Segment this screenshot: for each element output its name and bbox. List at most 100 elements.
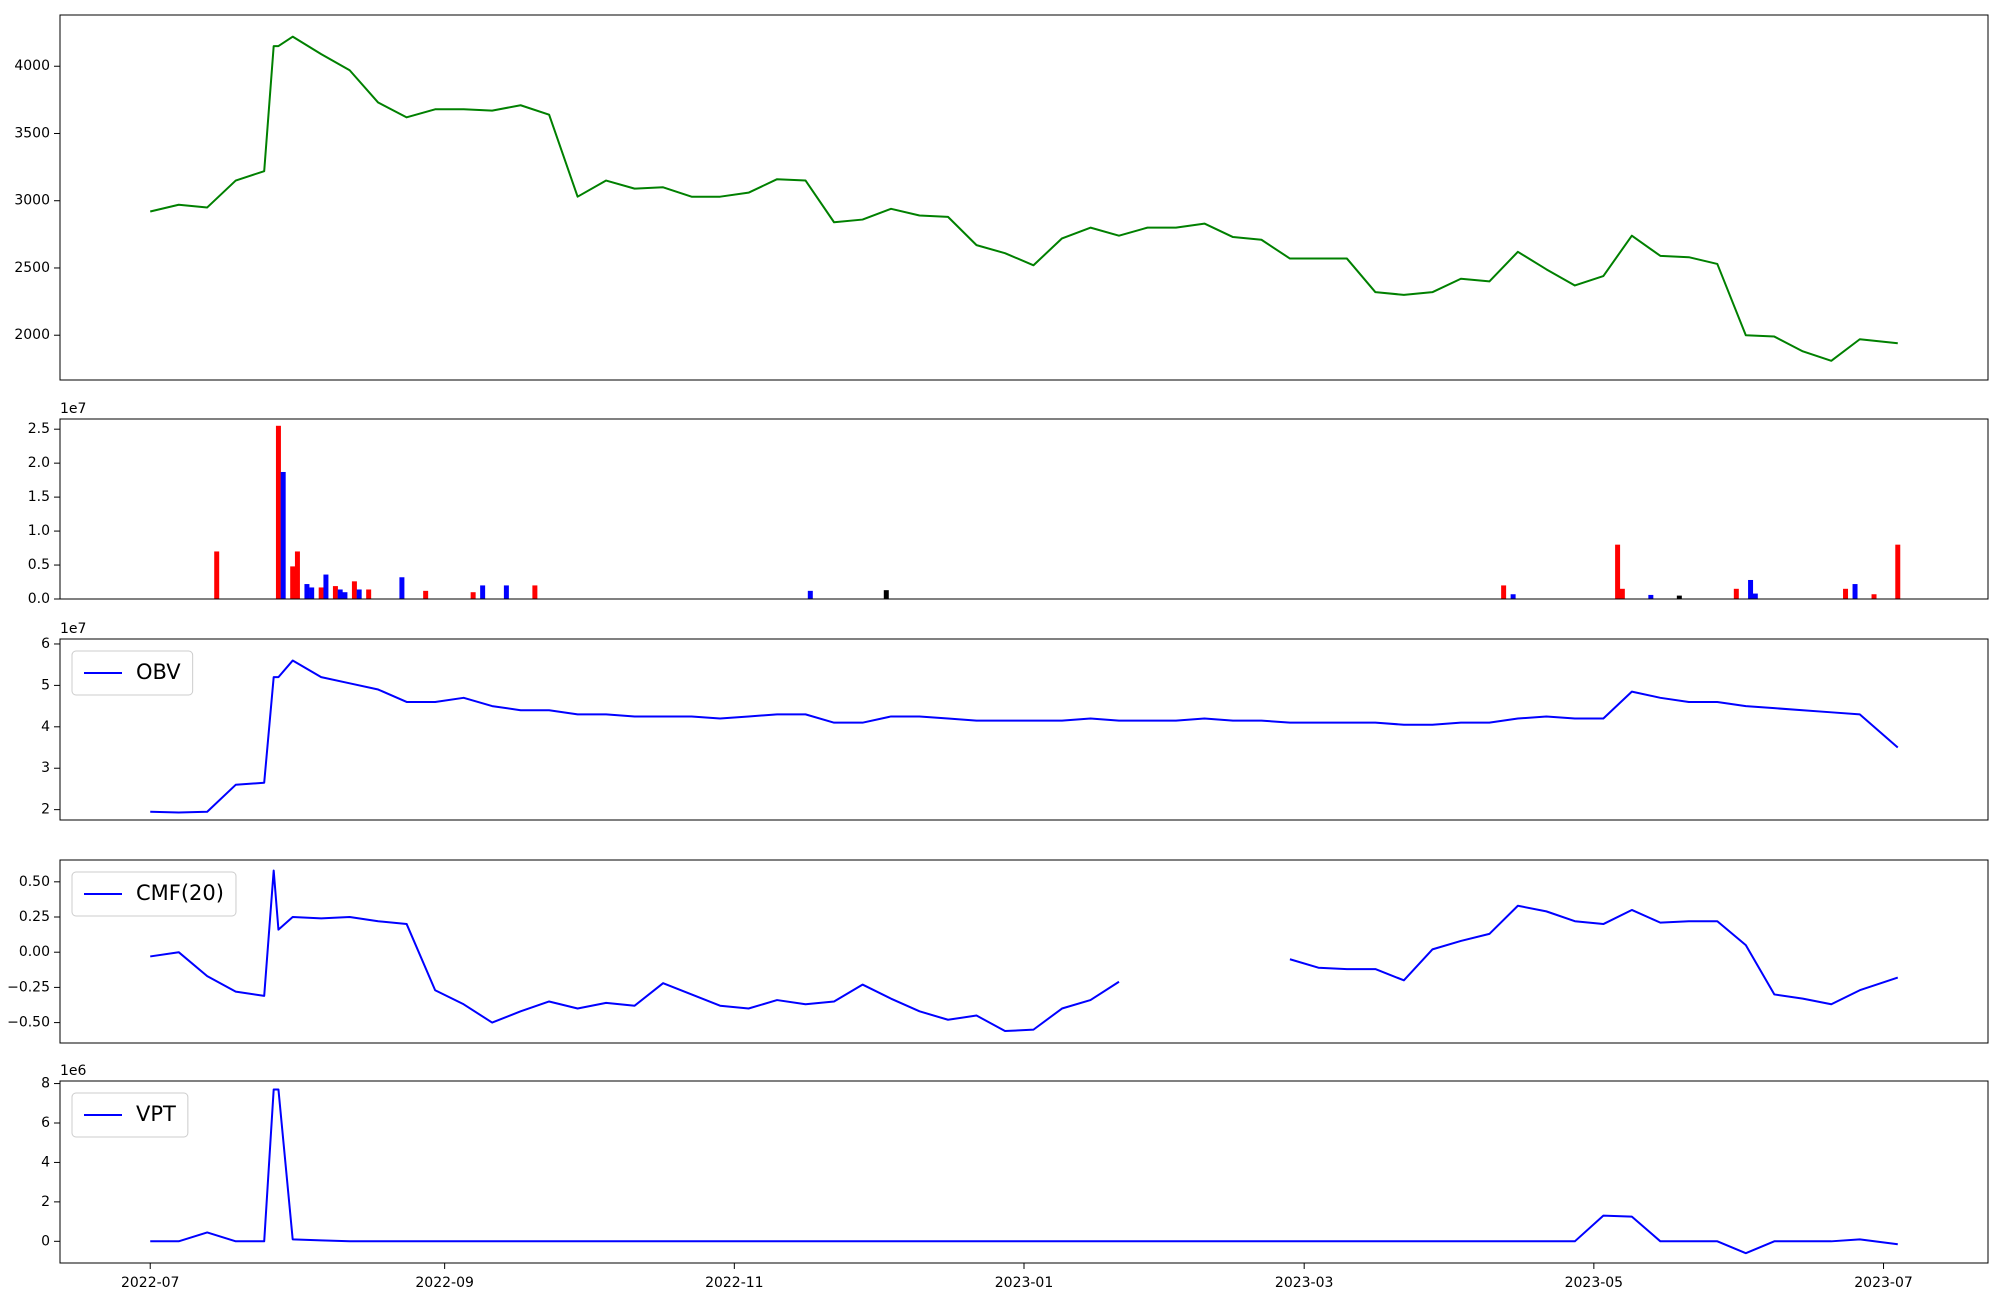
panel: 0.0 0.5 1.0 1.5 2.0 2.5 1e7 bbox=[28, 401, 1989, 607]
y-tick-label: −0.50 bbox=[7, 1015, 50, 1031]
legend-box bbox=[71, 650, 194, 696]
bar bbox=[1676, 595, 1682, 599]
bar bbox=[275, 425, 281, 599]
bar bbox=[356, 589, 362, 599]
bar bbox=[423, 590, 429, 599]
legend: VPT bbox=[71, 1092, 189, 1138]
y-tick-label: 4 bbox=[41, 719, 50, 735]
x-tick-label: 2022-09 bbox=[415, 1275, 474, 1291]
y-tick-label: 0.25 bbox=[19, 909, 50, 925]
bar bbox=[323, 574, 329, 599]
bar bbox=[807, 590, 813, 599]
y-tick-label: 0.0 bbox=[28, 591, 50, 607]
x-tick-label: 2022-07 bbox=[121, 1275, 180, 1291]
axes-frame bbox=[59, 859, 1989, 1044]
bar bbox=[294, 551, 300, 599]
bar bbox=[399, 577, 405, 599]
plot-area bbox=[214, 425, 1901, 599]
bar bbox=[1619, 588, 1625, 599]
legend: OBV bbox=[71, 650, 194, 696]
bar bbox=[342, 592, 348, 599]
bar bbox=[1871, 594, 1877, 599]
bar bbox=[1843, 588, 1849, 599]
data-line bbox=[150, 869, 1899, 1033]
y-tick-label: 2500 bbox=[14, 260, 50, 276]
bar bbox=[883, 590, 889, 599]
x-tick-label: 2023-01 bbox=[995, 1275, 1054, 1291]
x-tick-label: 2023-05 bbox=[1565, 1275, 1624, 1291]
legend: CMF(20) bbox=[71, 871, 237, 917]
bar bbox=[1748, 579, 1754, 599]
y-tick-label: 2.0 bbox=[28, 455, 50, 471]
bar bbox=[309, 587, 315, 599]
legend-label: CMF(20) bbox=[136, 881, 224, 905]
bar bbox=[1852, 584, 1858, 599]
bar bbox=[470, 592, 476, 599]
legend-box bbox=[71, 1092, 189, 1138]
plot-area bbox=[150, 869, 1899, 1033]
bar bbox=[1501, 585, 1507, 599]
offset-text: 1e7 bbox=[60, 401, 86, 417]
axes-frame bbox=[59, 1080, 1989, 1264]
bar bbox=[332, 586, 338, 599]
y-tick-label: 0 bbox=[41, 1233, 50, 1249]
bar bbox=[532, 585, 538, 599]
bar bbox=[280, 471, 286, 599]
bar bbox=[214, 551, 220, 599]
bar bbox=[318, 587, 324, 599]
bar bbox=[366, 589, 372, 599]
y-tick-label: 6 bbox=[41, 1115, 50, 1131]
bar bbox=[304, 584, 310, 599]
y-tick-label: 8 bbox=[41, 1076, 50, 1092]
bar bbox=[1648, 594, 1654, 599]
axes-frame bbox=[59, 14, 1989, 381]
x-tick-label: 2022-11 bbox=[705, 1275, 764, 1291]
bar bbox=[480, 585, 486, 599]
y-tick-label: 6 bbox=[41, 636, 50, 652]
panel: −0.50 −0.25 0.00 0.25 0.50 CMF(20) bbox=[7, 859, 1989, 1044]
plot-area bbox=[150, 1088, 1898, 1255]
bar bbox=[503, 585, 509, 599]
bar bbox=[1733, 588, 1739, 599]
plot-area bbox=[150, 35, 1898, 362]
y-tick-label: 1.0 bbox=[28, 523, 50, 539]
y-tick-label: 3500 bbox=[14, 125, 50, 141]
y-tick-label: −0.25 bbox=[7, 979, 50, 995]
bar bbox=[1895, 544, 1901, 599]
x-tick-label: 2023-07 bbox=[1854, 1275, 1913, 1291]
y-tick-label: 2.5 bbox=[28, 421, 50, 437]
y-tick-label: 3 bbox=[41, 760, 50, 776]
axes-frame bbox=[59, 638, 1989, 821]
bar bbox=[1752, 593, 1758, 599]
offset-text: 1e6 bbox=[60, 1063, 87, 1079]
data-line bbox=[150, 1088, 1898, 1255]
panel: 0 2 4 6 8 2022-07 2022-09 2022-11 2023-01 2023-03… bbox=[41, 1063, 1989, 1291]
panel: 2 3 4 5 6 1e7 OBV bbox=[41, 621, 1989, 821]
y-tick-label: 5 bbox=[41, 677, 50, 693]
y-tick-label: 0.50 bbox=[19, 874, 50, 890]
data-line bbox=[150, 35, 1898, 362]
y-tick-label: 3000 bbox=[14, 193, 50, 209]
y-tick-label: 1.5 bbox=[28, 489, 50, 505]
bar bbox=[337, 589, 343, 599]
data-line bbox=[150, 659, 1899, 814]
plot-area bbox=[150, 659, 1899, 814]
bar bbox=[351, 581, 357, 599]
legend-label: VPT bbox=[136, 1102, 176, 1126]
y-tick-label: 2000 bbox=[14, 327, 50, 343]
bar bbox=[1615, 544, 1621, 599]
y-tick-label: 4 bbox=[41, 1154, 50, 1170]
legend-label: OBV bbox=[136, 660, 181, 684]
offset-text: 1e7 bbox=[60, 621, 86, 637]
panel: 2000 2500 3000 3500 4000 bbox=[14, 14, 1989, 381]
bar bbox=[1510, 594, 1516, 599]
axes-frame bbox=[59, 418, 1989, 600]
x-tick-label: 2023-03 bbox=[1275, 1275, 1334, 1291]
y-tick-label: 0.00 bbox=[19, 944, 50, 960]
y-tick-label: 2 bbox=[41, 1194, 50, 1210]
legend-box bbox=[71, 871, 237, 917]
y-tick-label: 2 bbox=[41, 802, 50, 818]
bar bbox=[290, 566, 296, 599]
y-tick-label: 0.5 bbox=[28, 557, 50, 573]
